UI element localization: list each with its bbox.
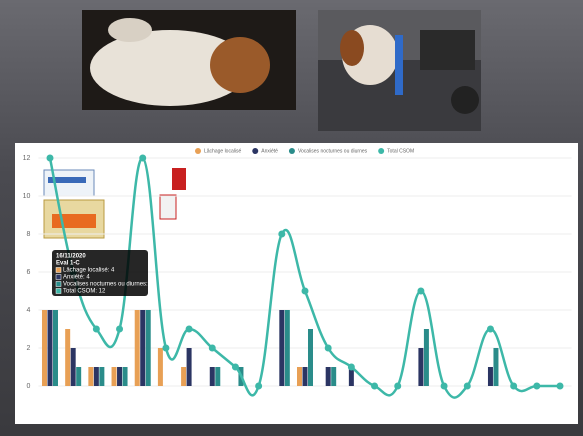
y-tick-label: 2 [26,345,30,352]
bar [423,329,429,386]
bar [76,367,82,386]
legend-label: Lâchage localisé [204,148,241,154]
line-point [116,325,124,333]
line-point [301,287,309,295]
legend-swatch [195,148,201,154]
line-point [185,325,193,333]
bar [284,310,290,386]
bar [209,367,215,386]
y-tick-label: 0 [26,383,30,390]
bar [117,367,123,386]
bar [186,348,192,386]
line-point [139,154,147,162]
line-point [510,382,518,390]
y-tick-label: 12 [23,155,31,162]
bar [487,367,493,386]
medicine-images [43,168,186,239]
bar [93,367,99,386]
photo-dog-sleeping [82,10,296,110]
bar [215,367,221,386]
bar [65,329,71,386]
line-point [255,382,263,390]
bar [331,367,337,386]
tooltip-title: Eval 1-C [56,261,80,267]
bar [302,367,308,386]
tooltip-swatch [55,267,62,273]
line-point [278,230,286,238]
line-point [347,363,355,371]
tooltip-line: Anxiété: 4 [63,275,90,281]
bar [279,310,285,386]
tooltip-box [52,250,148,296]
y-tick-label: 10 [23,193,31,200]
line-point [208,344,216,352]
line-point [46,154,54,162]
bar [99,367,105,386]
line-point [394,382,402,390]
legend: Lâchage localisé Anxiété Vocalises nocturn… [195,148,414,154]
bar [418,348,424,386]
bar [88,367,94,386]
tooltip-swatch [55,274,62,280]
legend-label: Vocalises nocturnes ou diurnes [298,148,368,154]
line-point [371,382,379,390]
tooltip-title: 16/11/2020 [56,254,86,260]
line-point [486,325,494,333]
tooltip-line: Vocalises nocturnes ou diurnes: 4 [63,282,153,288]
legend-swatch [288,148,295,154]
bar [308,329,313,386]
bar [122,367,128,386]
bar [47,310,53,386]
legend-label: Anxiété [261,148,278,154]
bar [297,367,302,386]
bar [157,348,163,386]
bar [41,310,47,386]
tooltip-line: Total CSOM: 12 [63,289,106,295]
bar [111,367,117,386]
line-point [556,382,564,390]
tooltip-swatch [55,288,62,294]
bar [70,348,76,386]
photo-dog-wheelchair [318,10,481,131]
legend-swatch [252,148,259,154]
bar [140,310,146,386]
y-tick-label: 4 [26,307,30,314]
y-tick-label: 6 [26,269,30,276]
line-point [463,382,471,390]
line-point [440,382,448,390]
tooltip-swatch [55,281,62,287]
bar [52,310,58,386]
bar [145,310,151,386]
line-point [533,382,541,390]
line-point [324,344,332,352]
legend-swatch [378,148,385,154]
line-point [417,287,425,295]
bar [325,367,331,386]
line-point [162,344,170,352]
y-tick-label: 8 [26,231,30,238]
line-point [92,325,100,333]
line-point [231,363,239,371]
tooltip-line: Lâchage localisé: 4 [63,268,115,274]
legend-label: Total CSOM [387,148,414,154]
bar [134,310,140,386]
bar [348,367,354,386]
bar [493,348,499,386]
bar [181,367,187,386]
